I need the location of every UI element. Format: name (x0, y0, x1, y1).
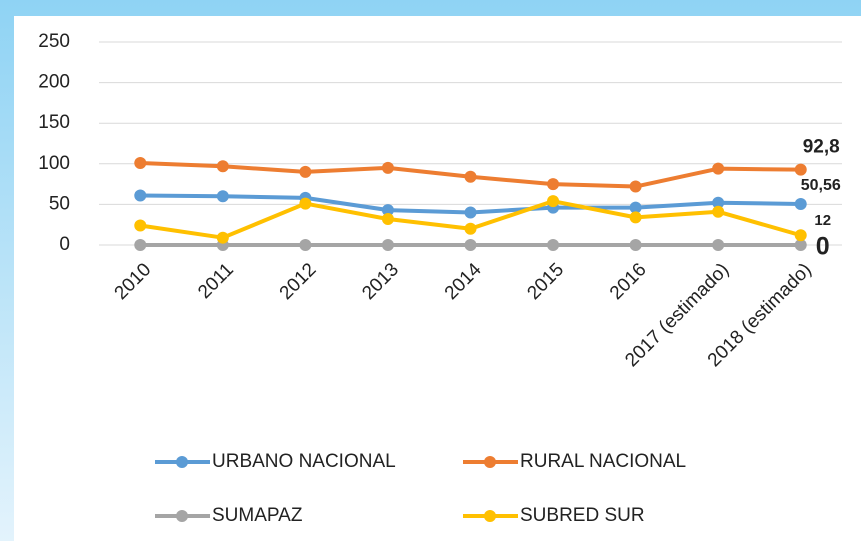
data-point (299, 239, 312, 251)
legend-label: SUMAPAZ (212, 505, 303, 526)
data-label: 92,8 (803, 137, 840, 158)
y-tick-label: 50 (49, 193, 70, 214)
data-point (299, 197, 312, 210)
data-point (381, 239, 394, 251)
legend-label: SUBRED SUR (520, 505, 645, 526)
data-point (629, 211, 642, 224)
data-point (134, 189, 147, 202)
data-point (712, 196, 725, 209)
data-point (547, 195, 560, 208)
data-point (629, 180, 642, 193)
legend-marker (484, 510, 496, 522)
data-point (629, 201, 642, 214)
data-point (134, 239, 147, 251)
data-point (464, 206, 477, 219)
legend-label: URBANO NACIONAL (212, 451, 396, 472)
data-point (134, 156, 147, 169)
data-point (794, 239, 807, 251)
data-point (299, 165, 312, 178)
data-point (134, 219, 147, 232)
data-point (216, 231, 229, 244)
data-point (712, 205, 725, 218)
data-point (547, 178, 560, 191)
data-point (794, 197, 807, 210)
legend-marker (484, 456, 496, 468)
data-point (794, 229, 807, 242)
data-point (794, 163, 807, 176)
y-tick-label: 150 (38, 112, 70, 133)
data-point (547, 239, 560, 251)
data-point (464, 222, 477, 235)
data-point (712, 162, 725, 175)
data-point (629, 239, 642, 251)
legend-label: RURAL NACIONAL (520, 451, 686, 472)
data-label: 50,56 (801, 177, 841, 194)
y-tick-label: 100 (38, 153, 70, 174)
data-point (381, 213, 394, 226)
data-point (464, 170, 477, 183)
data-point (216, 160, 229, 173)
legend-marker (176, 510, 188, 522)
y-tick-label: 200 (38, 72, 70, 93)
data-label: 0 (816, 233, 830, 261)
data-label: 12 (814, 212, 831, 229)
chart-area (14, 16, 861, 541)
y-tick-label: 0 (59, 234, 70, 255)
y-tick-label: 250 (38, 31, 70, 52)
legend-marker (176, 456, 188, 468)
data-point (464, 239, 477, 251)
data-point (712, 239, 725, 251)
data-point (381, 204, 394, 217)
data-point (216, 190, 229, 203)
data-point (381, 161, 394, 174)
